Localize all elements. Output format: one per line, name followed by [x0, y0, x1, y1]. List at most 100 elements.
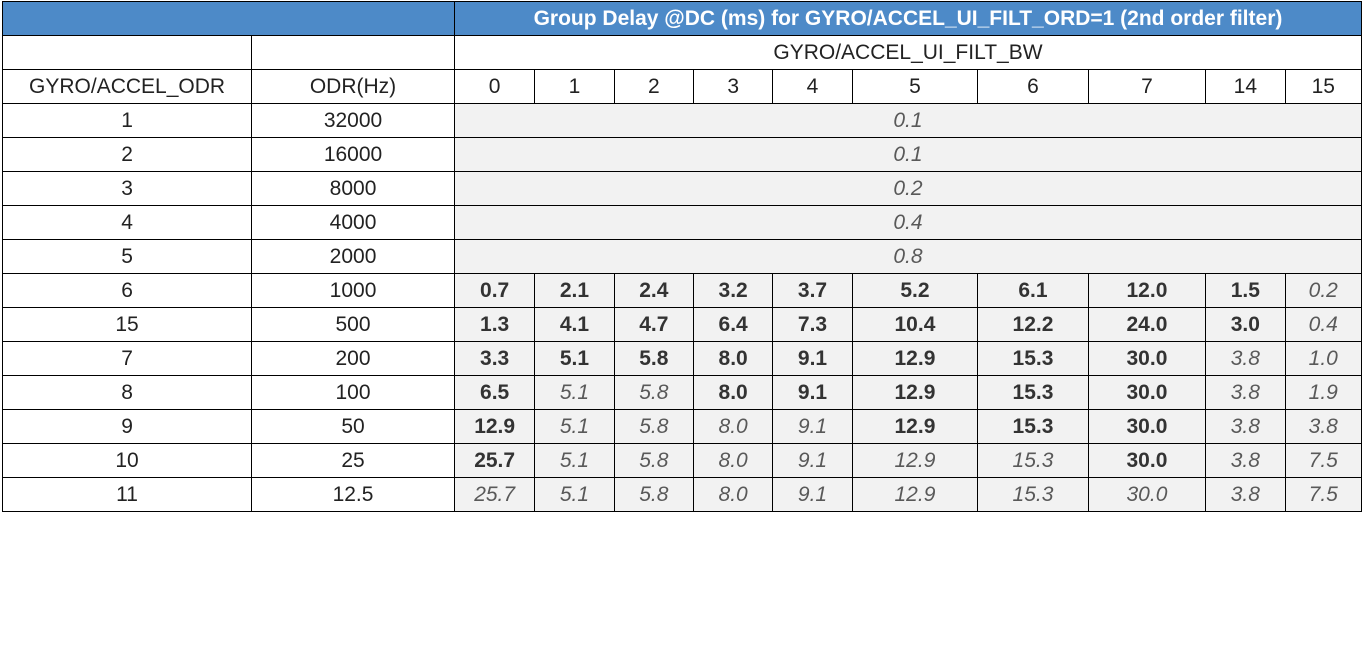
delay-value-cell: 3.8 [1205, 375, 1286, 410]
delay-value-cell: 12.9 [851, 341, 979, 376]
delay-value-cell: 12.9 [851, 375, 979, 410]
delay-value-cell: 2.1 [534, 273, 615, 308]
delay-value-cell: 3.8 [1205, 341, 1286, 376]
delay-value-cell: 15.3 [977, 409, 1089, 444]
delay-value-cell: 30.0 [1087, 477, 1207, 512]
bw-column-header: 2 [613, 69, 694, 104]
odr-hz-cell: 12.5 [251, 477, 455, 512]
table-row: 5 2000 0.8 [1, 239, 1363, 274]
bw-group-label: GYRO/ACCEL_UI_FILT_BW [453, 35, 1363, 70]
delay-value-cell: 1.3 [453, 307, 536, 342]
delay-value-cell: 8.0 [692, 375, 774, 410]
delay-value-cell: 24.0 [1087, 307, 1207, 342]
delay-value-cell: 6.5 [453, 375, 536, 410]
delay-value-cell: 25.7 [453, 477, 536, 512]
table-row: 6 1000 0.7 2.1 2.4 3.2 3.7 5.2 6.1 12.0 1.5 0.2 [1, 273, 1363, 308]
delay-value-cell: 5.2 [851, 273, 979, 308]
delay-value-cell: 7.5 [1284, 443, 1363, 478]
delay-value-cell: 12.9 [851, 409, 979, 444]
delay-value-cell: 4.7 [613, 307, 694, 342]
bw-column-header: 4 [772, 69, 853, 104]
delay-value-cell: 0.7 [453, 273, 536, 308]
bw-column-header: 3 [692, 69, 774, 104]
delay-value-cell: 6.1 [977, 273, 1089, 308]
table-row: 7 200 3.3 5.1 5.8 8.0 9.1 12.9 15.3 30.0 3.8 1.0 [1, 341, 1363, 376]
delay-value-cell: 5.8 [613, 341, 694, 376]
delay-value-cell: 3.8 [1205, 477, 1286, 512]
odr-cell: 2 [1, 137, 253, 172]
delay-value-cell: 8.0 [692, 443, 774, 478]
delay-value-cell: 5.1 [534, 375, 615, 410]
delay-value-cell: 10.4 [851, 307, 979, 342]
delay-value-cell: 8.0 [692, 409, 774, 444]
delay-value-cell: 7.3 [772, 307, 853, 342]
odr-cell: 11 [1, 477, 253, 512]
odr-cell: 5 [1, 239, 253, 274]
group-delay-table: Group Delay @DC (ms) for GYRO/ACCEL_UI_F… [1, 1, 1363, 512]
delay-value-cell: 5.8 [613, 477, 694, 512]
delay-value-cell: 3.8 [1284, 409, 1363, 444]
delay-value-cell: 15.3 [977, 443, 1089, 478]
odr-hz-cell: 50 [251, 409, 455, 444]
table-row: 8 100 6.5 5.1 5.8 8.0 9.1 12.9 15.3 30.0 3.8 1.9 [1, 375, 1363, 410]
delay-value-cell: 15.3 [977, 375, 1089, 410]
delay-value-cell: 0.2 [1284, 273, 1363, 308]
merged-delay-cell: 0.4 [453, 205, 1363, 240]
bw-column-header: 1 [534, 69, 615, 104]
odr-hz-cell: 16000 [251, 137, 455, 172]
delay-value-cell: 15.3 [977, 341, 1089, 376]
delay-value-cell: 1.0 [1284, 341, 1363, 376]
bw-column-header: 0 [453, 69, 536, 104]
delay-value-cell: 30.0 [1087, 375, 1207, 410]
delay-value-cell: 5.1 [534, 341, 615, 376]
table-row: 9 50 12.9 5.1 5.8 8.0 9.1 12.9 15.3 30.0 3.8 3.8 [1, 409, 1363, 444]
blank-cell [1, 35, 253, 70]
delay-value-cell: 8.0 [692, 477, 774, 512]
merged-delay-cell: 0.1 [453, 103, 1363, 138]
merged-delay-cell: 0.1 [453, 137, 1363, 172]
delay-value-cell: 12.2 [977, 307, 1089, 342]
table-row: 11 12.5 25.7 5.1 5.8 8.0 9.1 12.9 15.3 30.0 3.8 7.5 [1, 477, 1363, 512]
delay-value-cell: 30.0 [1087, 443, 1207, 478]
table-row: 15 500 1.3 4.1 4.7 6.4 7.3 10.4 12.2 24.0 3.0 0.4 [1, 307, 1363, 342]
title-blank-cell [2, 1, 455, 36]
odr-cell: 10 [1, 443, 253, 478]
delay-value-cell: 3.7 [772, 273, 853, 308]
delay-value-cell: 15.3 [977, 477, 1089, 512]
odr-cell: 6 [1, 273, 253, 308]
bw-column-header: 5 [851, 69, 979, 104]
delay-value-cell: 2.4 [613, 273, 694, 308]
delay-value-cell: 5.8 [613, 409, 694, 444]
delay-value-cell: 9.1 [772, 477, 853, 512]
odr-hz-cell: 1000 [251, 273, 455, 308]
delay-value-cell: 9.1 [772, 375, 853, 410]
odr-cell: 7 [1, 341, 253, 376]
odr-cell: 9 [1, 409, 253, 444]
odr-hz-cell: 500 [251, 307, 455, 342]
table-body: Group Delay @DC (ms) for GYRO/ACCEL_UI_F… [1, 1, 1363, 512]
odr-hz-cell: 200 [251, 341, 455, 376]
odr-hz-column-header: ODR(Hz) [251, 69, 455, 104]
delay-value-cell: 30.0 [1087, 341, 1207, 376]
delay-value-cell: 12.9 [851, 477, 979, 512]
delay-value-cell: 6.4 [692, 307, 774, 342]
odr-hz-cell: 25 [251, 443, 455, 478]
bw-column-header: 15 [1284, 69, 1363, 104]
odr-cell: 3 [1, 171, 253, 206]
delay-value-cell: 5.1 [534, 443, 615, 478]
delay-value-cell: 5.1 [534, 409, 615, 444]
odr-column-header: GYRO/ACCEL_ODR [1, 69, 253, 104]
blank-cell [251, 35, 455, 70]
odr-hz-cell: 8000 [251, 171, 455, 206]
title-row: Group Delay @DC (ms) for GYRO/ACCEL_UI_F… [2, 1, 1363, 36]
delay-value-cell: 1.5 [1205, 273, 1286, 308]
delay-value-cell: 12.9 [851, 443, 979, 478]
bw-column-header: 6 [977, 69, 1089, 104]
delay-value-cell: 5.8 [613, 375, 694, 410]
column-header-row: GYRO/ACCEL_ODR ODR(Hz) 0 1 2 3 4 5 6 7 14 15 [1, 69, 1363, 104]
delay-value-cell: 5.1 [534, 477, 615, 512]
table-row: 10 25 25.7 5.1 5.8 8.0 9.1 12.9 15.3 30.0 3.8 7.5 [1, 443, 1363, 478]
table-row: 1 32000 0.1 [1, 103, 1363, 138]
table-row: 4 4000 0.4 [1, 205, 1363, 240]
bw-column-header: 14 [1205, 69, 1286, 104]
